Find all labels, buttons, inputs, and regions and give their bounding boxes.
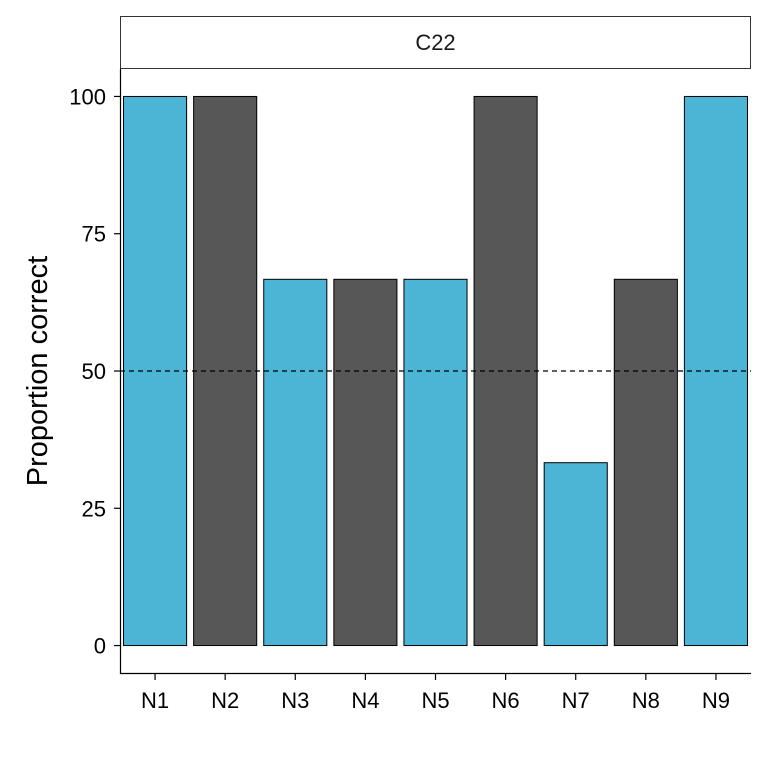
y-tick-label-25: 25 [82,496,106,521]
y-ticks-group: 0 25 50 75 100 [69,84,120,659]
bar-n3 [263,278,328,647]
x-tick-label-n7: N7 [562,688,590,713]
facet-label: C22 [415,30,455,55]
x-tick-label-n6: N6 [492,688,520,713]
x-tick-label-n2: N2 [211,688,239,713]
bar-n5 [403,278,468,647]
y-tick-label-0: 0 [94,634,106,659]
x-tick-label-n3: N3 [281,688,309,713]
x-tick-label-n1: N1 [141,688,169,713]
y-tick-label-50: 50 [82,359,106,384]
bar-n7 [543,462,608,647]
bar-n8 [613,278,678,647]
x-tick-label-n4: N4 [351,688,379,713]
x-tick-label-n9: N9 [702,688,730,713]
y-axis-title: Proportion correct [22,256,54,487]
y-tick-label-100: 100 [69,84,106,109]
y-tick-label-75: 75 [82,222,106,247]
x-ticks-group: N1 N2 N3 N4 N5 N6 N7 N8 N9 [141,674,730,713]
x-tick-label-n8: N8 [632,688,660,713]
facet-strip [120,16,751,69]
bar-n4 [333,278,398,647]
x-tick-label-n5: N5 [421,688,449,713]
